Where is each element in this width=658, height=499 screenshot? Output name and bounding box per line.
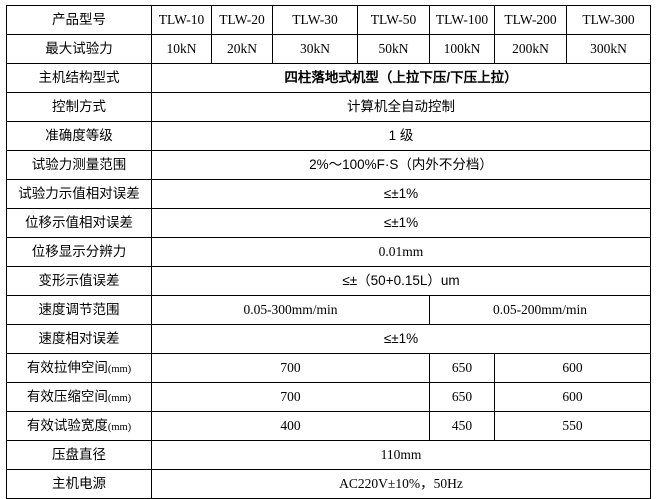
table-row-compression-space: 有效压缩空间(mm) 700 650 600 xyxy=(6,382,651,412)
table-row-platen-diameter: 压盘直径 110mm xyxy=(6,440,651,470)
product-specification-table: 产品型号 TLW-10 TLW-20 TLW-30 TLW-50 TLW-100… xyxy=(6,5,651,499)
row-label-test-width-text: 有效试验宽度 xyxy=(26,417,108,433)
cell-max-force-2: 30kN xyxy=(272,34,358,64)
cell-model-4: TLW-100 xyxy=(429,5,495,35)
table-row-accuracy-grade: 准确度等级 1 级 xyxy=(6,121,651,151)
row-label-speed-rel-error: 速度相对误差 xyxy=(6,324,152,354)
cell-max-force-1: 20kN xyxy=(211,34,273,64)
row-label-test-width-unit: (mm) xyxy=(107,421,132,433)
cell-force-rel-error-value: ≤±1% xyxy=(151,179,651,209)
cell-compression-space-0: 700 xyxy=(151,382,430,412)
cell-control-mode-value: 计算机全自动控制 xyxy=(151,92,651,122)
row-label-force-range: 试验力测量范围 xyxy=(6,150,152,180)
row-label-compression-space: 有效压缩空间(mm) xyxy=(6,382,152,412)
cell-main-structure-value: 四柱落地式机型（上拉下压/下压上拉） xyxy=(151,63,651,93)
row-label-max-force: 最大试验力 xyxy=(6,34,152,64)
row-label-tensile-space: 有效拉伸空间(mm) xyxy=(6,353,152,383)
cell-deformation-error-value: ≤±（50+0.15L）um xyxy=(151,266,651,296)
cell-force-range-value: 2%～100%F·S（内外不分档） xyxy=(151,150,651,180)
table-row-max-force: 最大试验力 10kN 20kN 30kN 50kN 100kN 200kN 30… xyxy=(6,34,651,64)
row-label-speed-range: 速度调节范围 xyxy=(6,295,152,325)
cell-power-supply-value: AC220V±10%，50Hz xyxy=(151,469,651,499)
row-label-displacement-rel-error: 位移示值相对误差 xyxy=(6,208,152,238)
table-row-test-width: 有效试验宽度(mm) 400 450 550 xyxy=(6,411,651,441)
cell-max-force-5: 200kN xyxy=(494,34,567,64)
cell-platen-diameter-value: 110mm xyxy=(151,440,651,470)
cell-tensile-space-2: 600 xyxy=(494,353,651,383)
cell-max-force-3: 50kN xyxy=(357,34,430,64)
row-label-product-model: 产品型号 xyxy=(6,5,152,35)
cell-max-force-0: 10kN xyxy=(151,34,212,64)
cell-model-3: TLW-50 xyxy=(357,5,430,35)
row-label-compression-space-unit: (mm) xyxy=(107,392,132,404)
cell-max-force-4: 100kN xyxy=(429,34,495,64)
row-label-deformation-error: 变形示值误差 xyxy=(6,266,152,296)
table-row-displacement-rel-error: 位移示值相对误差 ≤±1% xyxy=(6,208,651,238)
table-row-power-supply: 主机电源 AC220V±10%，50Hz xyxy=(6,469,651,499)
cell-tensile-space-0: 700 xyxy=(151,353,430,383)
table-row-force-rel-error: 试验力示值相对误差 ≤±1% xyxy=(6,179,651,209)
row-label-compression-space-text: 有效压缩空间 xyxy=(26,388,108,404)
cell-compression-space-1: 650 xyxy=(429,382,495,412)
cell-speed-range-right: 0.05-200mm/min xyxy=(429,295,651,325)
table-row-speed-range: 速度调节范围 0.05-300mm/min 0.05-200mm/min xyxy=(6,295,651,325)
cell-test-width-1: 450 xyxy=(429,411,495,441)
row-label-tensile-space-unit: (mm) xyxy=(107,363,132,375)
cell-speed-range-left: 0.05-300mm/min xyxy=(151,295,430,325)
table-row-force-range: 试验力测量范围 2%～100%F·S（内外不分档） xyxy=(6,150,651,180)
table-row-control-mode: 控制方式 计算机全自动控制 xyxy=(6,92,651,122)
table-row-speed-rel-error: 速度相对误差 ≤±1% xyxy=(6,324,651,354)
table-row-displacement-resolution: 位移显示分辨力 0.01mm xyxy=(6,237,651,267)
cell-model-1: TLW-20 xyxy=(211,5,273,35)
row-label-displacement-resolution: 位移显示分辨力 xyxy=(6,237,152,267)
cell-max-force-6: 300kN xyxy=(566,34,651,64)
table-row-deformation-error: 变形示值误差 ≤±（50+0.15L）um xyxy=(6,266,651,296)
table-row-main-structure: 主机结构型式 四柱落地式机型（上拉下压/下压上拉） xyxy=(6,63,651,93)
row-label-power-supply: 主机电源 xyxy=(6,469,152,499)
cell-test-width-0: 400 xyxy=(151,411,430,441)
row-label-control-mode: 控制方式 xyxy=(6,92,152,122)
cell-displacement-resolution-value: 0.01mm xyxy=(151,237,651,267)
row-label-force-rel-error: 试验力示值相对误差 xyxy=(6,179,152,209)
cell-displacement-rel-error-value: ≤±1% xyxy=(151,208,651,238)
cell-model-2: TLW-30 xyxy=(272,5,358,35)
cell-model-0: TLW-10 xyxy=(151,5,212,35)
row-label-main-structure: 主机结构型式 xyxy=(6,63,152,93)
cell-model-6: TLW-300 xyxy=(566,5,651,35)
row-label-test-width: 有效试验宽度(mm) xyxy=(6,411,152,441)
row-label-platen-diameter: 压盘直径 xyxy=(6,440,152,470)
row-label-accuracy-grade: 准确度等级 xyxy=(6,121,152,151)
cell-speed-rel-error-value: ≤±1% xyxy=(151,324,651,354)
cell-tensile-space-1: 650 xyxy=(429,353,495,383)
cell-accuracy-grade-value: 1 级 xyxy=(151,121,651,151)
cell-model-5: TLW-200 xyxy=(494,5,567,35)
cell-compression-space-2: 600 xyxy=(494,382,651,412)
table-row-product-model: 产品型号 TLW-10 TLW-20 TLW-30 TLW-50 TLW-100… xyxy=(6,5,651,35)
cell-test-width-2: 550 xyxy=(494,411,651,441)
row-label-tensile-space-text: 有效拉伸空间 xyxy=(26,359,108,375)
table-row-tensile-space: 有效拉伸空间(mm) 700 650 600 xyxy=(6,353,651,383)
